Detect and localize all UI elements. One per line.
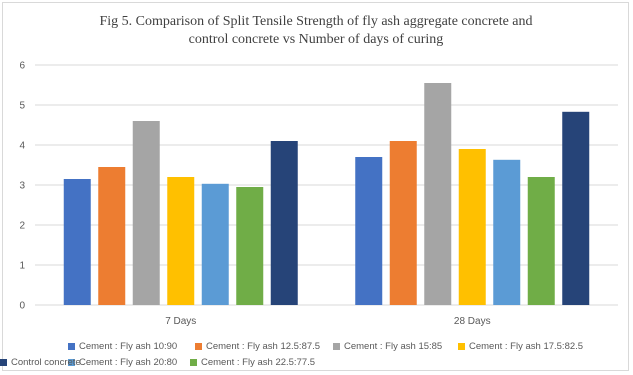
legend-swatch <box>333 343 340 350</box>
legend-label: Cement : Fly ash 20:80 <box>79 357 177 368</box>
chart-title-line-2: control concrete vs Number of days of cu… <box>189 32 444 47</box>
legend-swatch <box>195 343 202 350</box>
bar <box>64 179 91 305</box>
x-tick-label: 7 Days <box>165 316 196 327</box>
legend: Cement : Fly ash 10:90 Cement : Fly ash 1… <box>0 338 633 370</box>
y-tick-label: 2 <box>19 221 25 232</box>
legend-label: Cement : Fly ash 12.5:87.5 <box>206 341 320 352</box>
legend-swatch <box>458 343 465 350</box>
legend-label: Control concrete <box>11 357 81 368</box>
legend-row-1: Cement : Fly ash 10:90 Cement : Fly ash 1… <box>0 338 633 354</box>
y-tick-label: 4 <box>19 141 25 152</box>
legend-swatch <box>190 359 197 366</box>
y-tick-label: 6 <box>19 61 25 72</box>
legend-item: Cement : Fly ash 17.5:82.5 <box>458 341 583 352</box>
split-tensile-chart: Fig 5. Comparison of Split Tensile Stren… <box>0 0 633 340</box>
y-tick-label: 3 <box>19 181 25 192</box>
y-tick-label: 0 <box>19 301 25 312</box>
legend-label: Cement : Fly ash 15:85 <box>344 341 442 352</box>
bar <box>390 141 417 305</box>
legend-item: Control concrete <box>0 357 81 368</box>
y-tick-label: 5 <box>19 101 25 112</box>
bar <box>355 157 382 305</box>
bar <box>459 149 486 305</box>
y-tick-label: 1 <box>19 261 25 272</box>
legend-item: Cement : Fly ash 10:90 <box>68 341 177 352</box>
bar <box>424 83 451 305</box>
legend-label: Cement : Fly ash 10:90 <box>79 341 177 352</box>
bar <box>493 160 520 305</box>
legend-item: Cement : Fly ash 22.5:77.5 <box>190 357 315 368</box>
bar <box>167 177 194 305</box>
bar <box>133 121 160 305</box>
legend-label: Cement : Fly ash 17.5:82.5 <box>469 341 583 352</box>
chart-title-line-1: Fig 5. Comparison of Split Tensile Stren… <box>99 14 532 29</box>
bar <box>528 177 555 305</box>
legend-item: Cement : Fly ash 15:85 <box>333 341 442 352</box>
bar <box>562 112 589 305</box>
legend-swatch <box>0 359 7 366</box>
bar <box>98 167 125 305</box>
legend-item: Cement : Fly ash 12.5:87.5 <box>195 341 320 352</box>
legend-row-2: Cement : Fly ash 20:80 Cement : Fly ash 2… <box>0 354 633 370</box>
bar <box>236 187 263 305</box>
legend-item: Cement : Fly ash 20:80 <box>68 357 177 368</box>
x-tick-label: 28 Days <box>454 316 491 327</box>
legend-swatch <box>68 343 75 350</box>
bar <box>202 184 229 305</box>
bars <box>64 83 590 305</box>
legend-label: Cement : Fly ash 22.5:77.5 <box>201 357 315 368</box>
bar <box>271 141 298 305</box>
